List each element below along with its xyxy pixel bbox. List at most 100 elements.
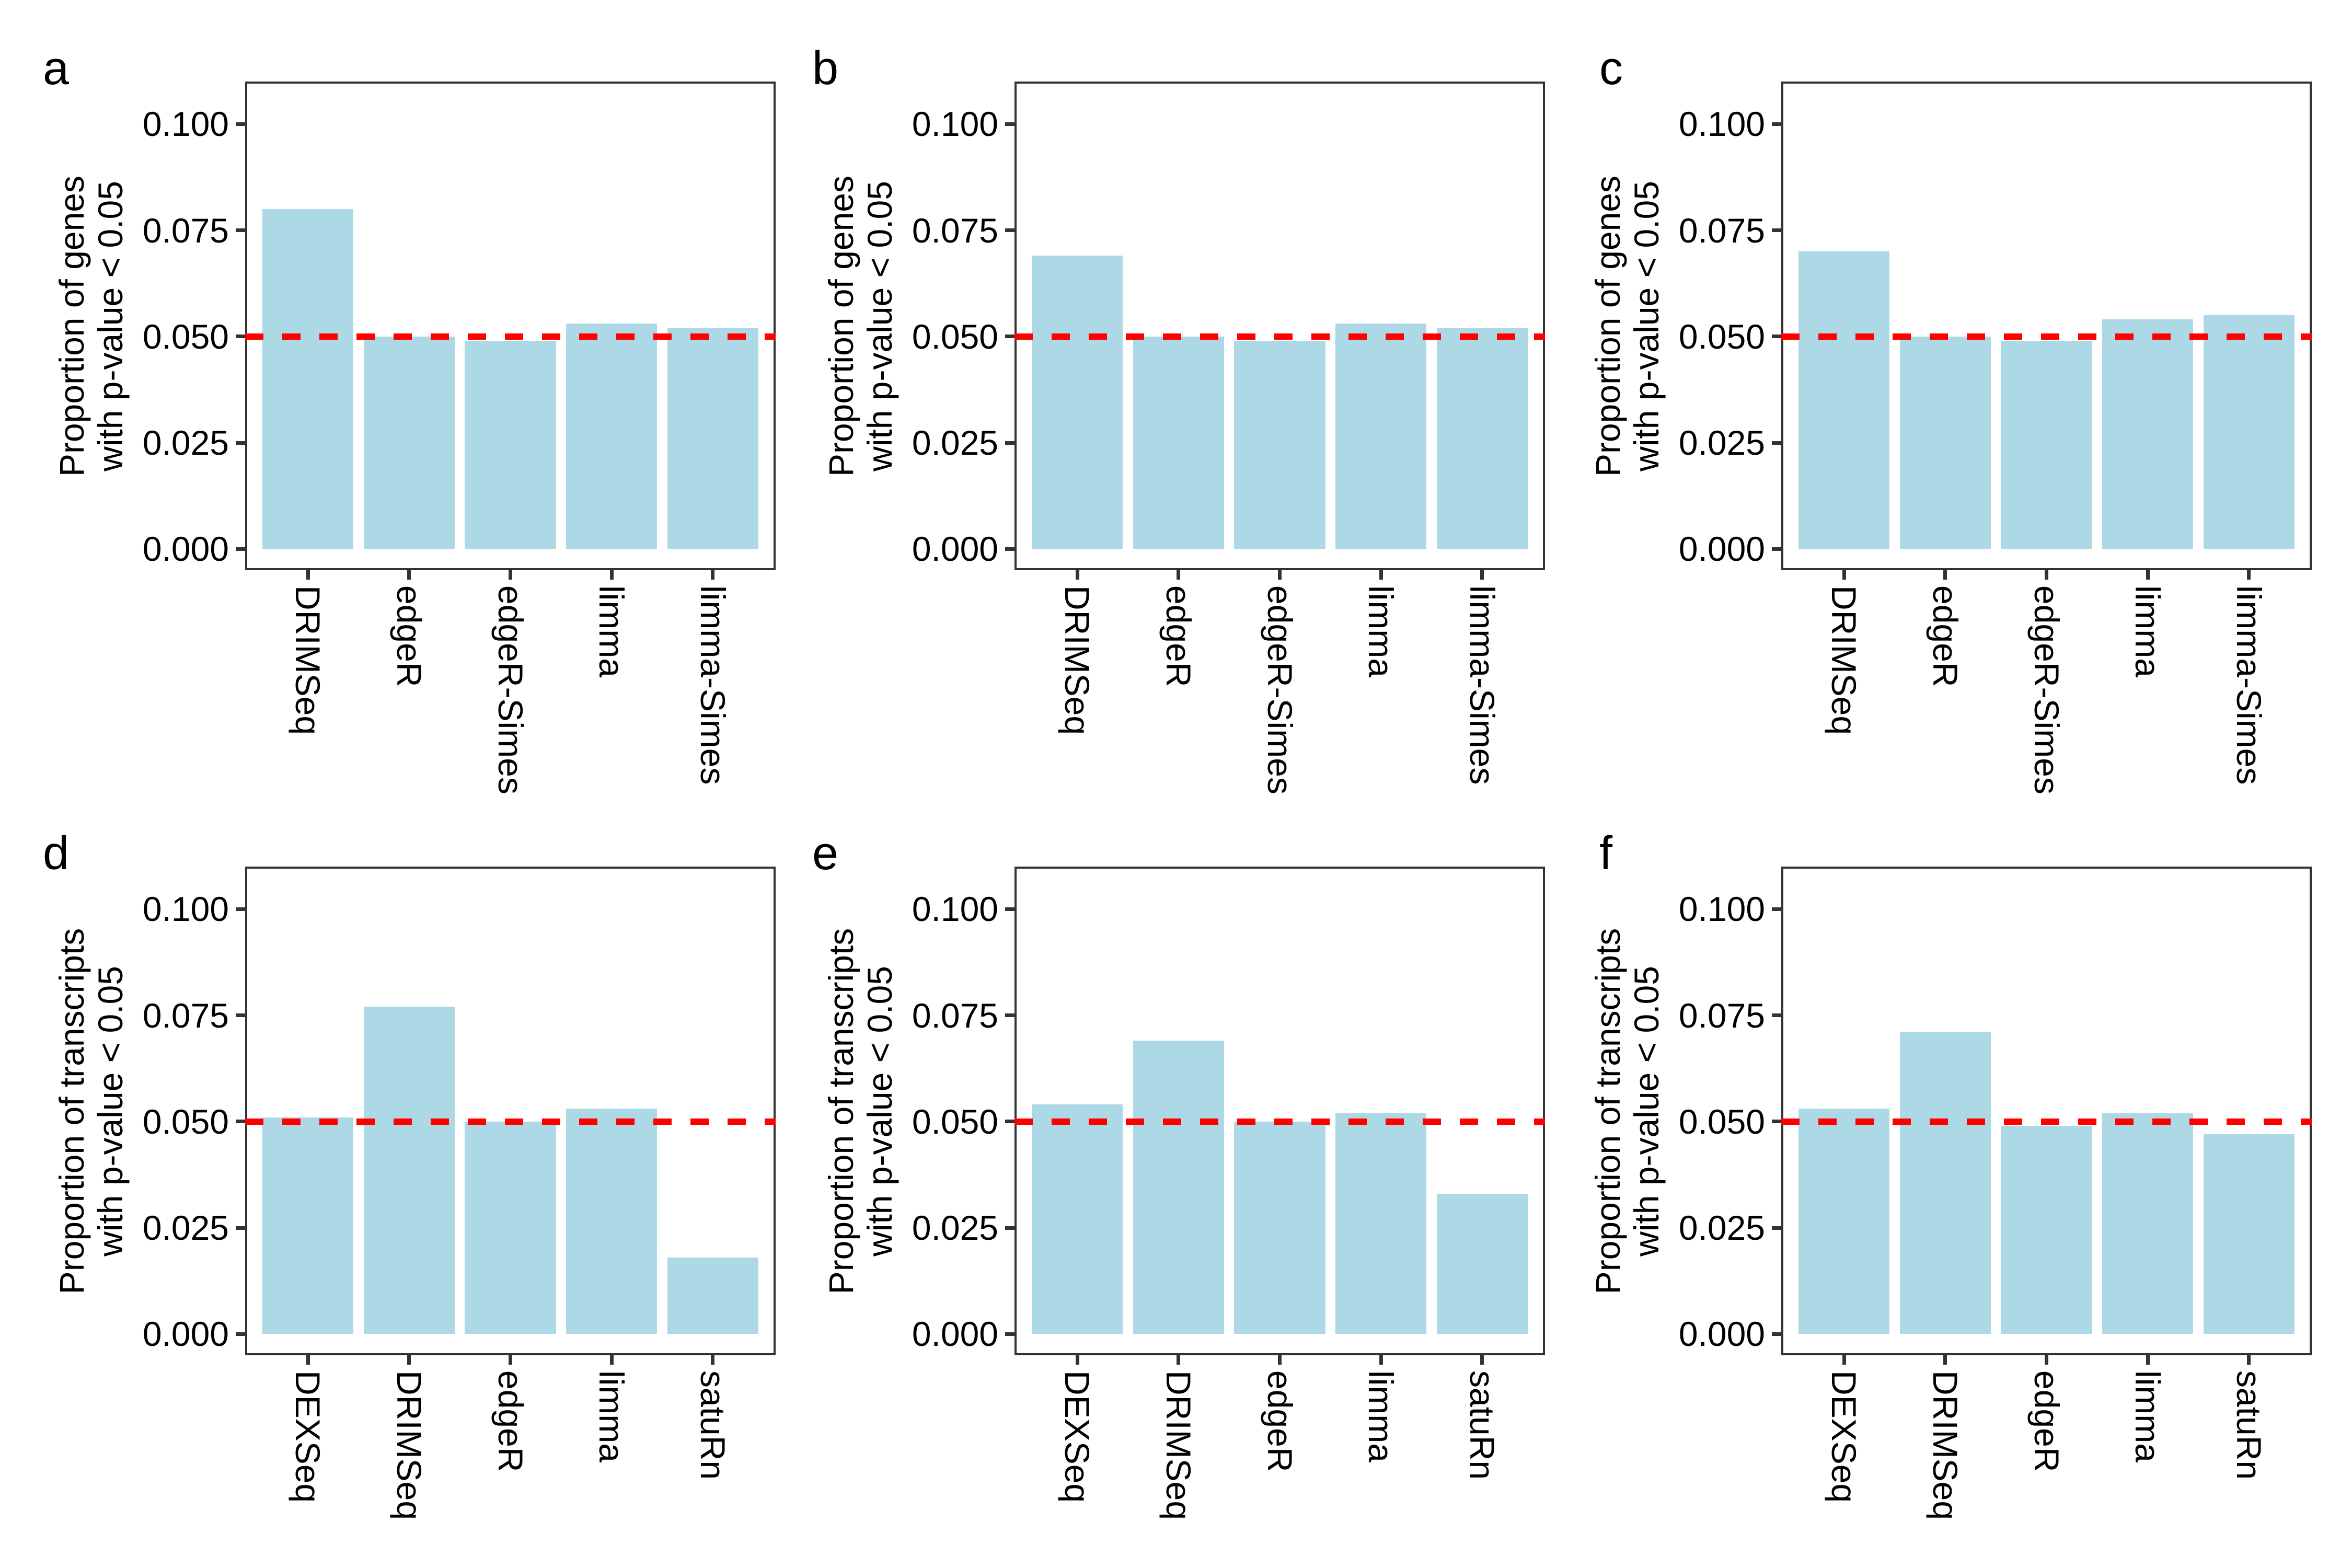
y-tick-label: 0.000 (912, 529, 998, 569)
bar-edgeR (1899, 336, 1991, 549)
y-tick-label: 0.075 (1678, 211, 1765, 250)
y-tick-label: 0.000 (912, 1315, 998, 1354)
y-tick-mark (236, 122, 245, 126)
reference-line (1014, 333, 1545, 340)
y-tick-label: 0.075 (912, 996, 998, 1035)
x-tick-label: edgeR (389, 585, 429, 687)
bar-limma-Simes (667, 328, 758, 549)
y-tick-label: 0.025 (912, 1208, 998, 1248)
plot-area-e: 0.000 0.025 0.050 0.075 0.100 DEXSeq DRIMSeq ed… (912, 867, 1545, 1520)
y-tick-mark (1005, 228, 1014, 232)
y-tick-mark (1005, 1013, 1014, 1017)
y-tick-mark (236, 1013, 245, 1017)
y-tick-label: 0.075 (912, 211, 998, 250)
bar-DEXSeq (1032, 1104, 1123, 1334)
bar-DRIMSeq (262, 209, 354, 549)
bar-edgeR-Simes (465, 340, 556, 549)
bar-DRIMSeq (1032, 256, 1123, 549)
panel-letter-c: c (1599, 42, 1623, 95)
y-tick-label: 0.075 (142, 996, 229, 1035)
x-tick-label: edgeR-Simes (491, 585, 530, 794)
y-tick-mark (1005, 1332, 1014, 1336)
y-tick-label: 0.100 (912, 105, 998, 144)
bar-satuRn (667, 1258, 758, 1334)
x-tick-label: edgeR-Simes (2027, 585, 2066, 794)
x-tick-mark (2146, 1355, 2150, 1365)
x-tick-label: DRIMSeq (1159, 1370, 1198, 1520)
y-tick-label: 0.100 (1678, 890, 1765, 929)
y-tick-mark (236, 547, 245, 551)
y-tick-mark (236, 1226, 245, 1230)
reference-line (1014, 1118, 1545, 1125)
x-tick-label: edgeR-Simes (1260, 585, 1299, 794)
y-tick-label: 0.000 (1678, 529, 1765, 569)
x-tick-label: limma-Simes (693, 585, 732, 785)
bar-satuRn (1436, 1194, 1528, 1334)
x-tick-label: DRIMSeq (1058, 585, 1097, 735)
bar-DEXSeq (262, 1117, 354, 1334)
y-tick-mark (236, 1332, 245, 1336)
bar-edgeR (465, 1121, 556, 1334)
y-tick-mark (1005, 335, 1014, 339)
y-tick-label: 0.100 (912, 890, 998, 929)
x-tick-mark (1177, 1355, 1181, 1365)
x-tick-label: limma (592, 1370, 631, 1462)
x-tick-label: edgeR (1260, 1370, 1299, 1472)
x-tick-mark (407, 570, 411, 580)
x-tick-label: limma-Simes (2229, 585, 2268, 785)
y-tick-mark (1772, 1332, 1781, 1336)
y-tick-label: 0.100 (1678, 105, 1765, 144)
x-tick-mark (711, 1355, 715, 1365)
y-tick-mark (1772, 1120, 1781, 1124)
y-tick-mark (1005, 907, 1014, 911)
plot-area-c: 0.000 0.025 0.050 0.075 0.100 DRIMSeq edgeR edg… (1679, 82, 2312, 794)
bar-limma-Simes (2203, 315, 2295, 549)
bar-edgeR (1234, 1121, 1325, 1334)
reference-line (1781, 1118, 2312, 1125)
plot-area-d: 0.000 0.025 0.050 0.075 0.100 DEXSeq DRIMSeq ed… (143, 867, 776, 1520)
x-tick-mark (2045, 1355, 2048, 1365)
y-tick-mark (236, 228, 245, 232)
y-tick-mark (236, 1120, 245, 1124)
y-tick-mark (1772, 122, 1781, 126)
bar-limma (566, 1109, 658, 1334)
bar-DRIMSeq (363, 1007, 455, 1334)
y-tick-mark (1005, 1226, 1014, 1230)
x-tick-mark (1075, 1355, 1079, 1365)
x-tick-mark (306, 570, 310, 580)
bar-edgeR (363, 336, 455, 549)
x-tick-label: DRIMSeq (389, 1370, 429, 1520)
y-tick-label: 0.025 (1678, 423, 1765, 463)
y-tick-label: 0.000 (142, 529, 229, 569)
x-tick-mark (2247, 570, 2251, 580)
x-tick-mark (2146, 570, 2150, 580)
y-tick-label: 0.075 (142, 211, 229, 250)
y-tick-label: 0.100 (142, 105, 229, 144)
x-tick-mark (1177, 570, 1181, 580)
x-tick-label: limma-Simes (1462, 585, 1502, 785)
x-tick-label: limma (2128, 585, 2167, 677)
y-tick-mark (1772, 228, 1781, 232)
y-tick-mark (1005, 547, 1014, 551)
x-tick-label: satuRn (1462, 1370, 1502, 1480)
y-tick-mark (1772, 1013, 1781, 1017)
x-tick-label: edgeR (2027, 1370, 2066, 1472)
panel-letter-b: b (812, 42, 839, 95)
panel-letter-f: f (1599, 827, 1613, 880)
x-tick-mark (1480, 1355, 1484, 1365)
y-tick-label: 0.100 (142, 890, 229, 929)
bar-DRIMSeq (1133, 1041, 1224, 1334)
x-tick-mark (1943, 1355, 1947, 1365)
y-tick-label: 0.075 (1678, 996, 1765, 1035)
x-tick-label: DRIMSeq (1825, 585, 1864, 735)
y-tick-label: 0.000 (142, 1315, 229, 1354)
y-tick-label: 0.025 (912, 423, 998, 463)
y-tick-label: 0.050 (1678, 317, 1765, 356)
bar-edgeR (1133, 336, 1224, 549)
x-tick-label: satuRn (693, 1370, 732, 1480)
reference-line (1781, 333, 2312, 340)
y-tick-mark (1772, 907, 1781, 911)
panel-letter-d: d (43, 827, 70, 880)
y-tick-mark (1772, 335, 1781, 339)
